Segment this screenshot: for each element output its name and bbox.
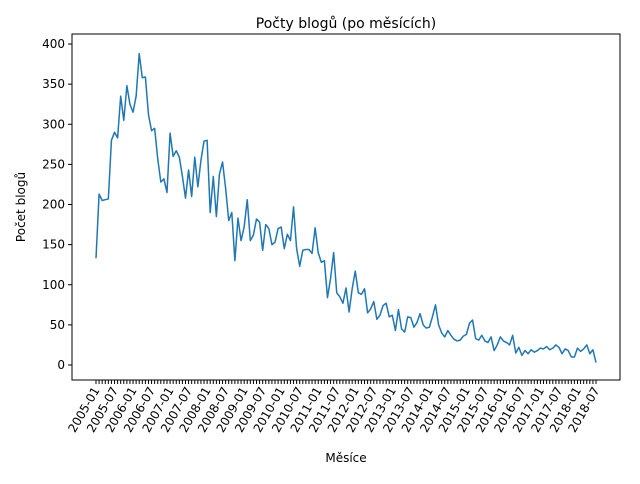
y-tick-label: 350 <box>42 77 65 91</box>
line <box>95 52 597 363</box>
plot-frame <box>71 33 621 381</box>
y-axis-label: Počet blogů <box>14 172 28 242</box>
y-tick-label: 0 <box>57 358 65 372</box>
y-tick-label: 50 <box>50 318 65 332</box>
x-axis-label: Měsíce <box>325 451 366 465</box>
y-tick-label: 100 <box>42 278 65 292</box>
y-tick-label: 200 <box>42 198 65 212</box>
y-tick-label: 400 <box>42 37 65 51</box>
y-tick-label: 300 <box>42 117 65 131</box>
y-tick-label: 150 <box>42 238 65 252</box>
y-tick-label: 250 <box>42 157 65 171</box>
chart-title: Počty blogů (po měsících) <box>256 16 436 32</box>
